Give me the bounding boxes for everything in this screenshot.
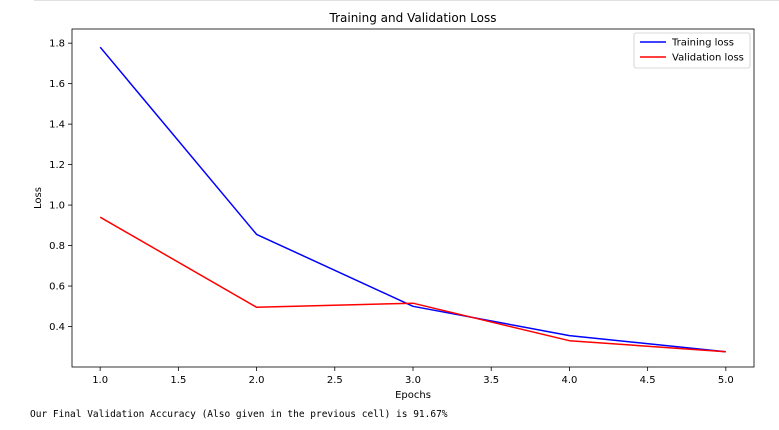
legend: Training loss Validation loss — [633, 32, 751, 69]
y-tick-label: 1.2 — [49, 160, 65, 171]
y-tick-label: 1.8 — [49, 39, 65, 50]
x-tick-label: 1.5 — [170, 375, 186, 386]
x-tick-label: 4.5 — [640, 375, 656, 386]
y-axis: 0.4 0.6 0.8 1.0 1.2 1.4 1.6 1.8 — [49, 39, 72, 333]
x-tick-label: 1.0 — [92, 375, 108, 386]
x-tick-label: 3.0 — [405, 375, 421, 386]
x-tick-label: 2.0 — [249, 375, 265, 386]
output-accuracy-text: Our Final Validation Accuracy (Also give… — [30, 409, 448, 420]
x-tick-label: 2.5 — [327, 375, 343, 386]
x-tick-label: 4.0 — [561, 375, 577, 386]
x-tick-label: 5.0 — [718, 375, 734, 386]
cell-divider — [34, 0, 779, 1]
training-loss-line — [99, 46, 726, 353]
x-axis-label: Epochs — [395, 390, 431, 401]
x-axis: 1.0 1.5 2.0 2.5 3.0 3.5 4.0 4.5 5.0 — [92, 367, 734, 386]
legend-label-validation: Validation loss — [672, 53, 744, 64]
y-axis-label: Loss — [33, 187, 44, 209]
chart-title: Training and Validation Loss — [329, 11, 497, 25]
y-tick-label: 1.4 — [49, 120, 65, 131]
legend-label-training: Training loss — [671, 38, 734, 49]
series-group — [99, 46, 726, 353]
validation-loss-line — [99, 216, 726, 353]
y-tick-label: 0.8 — [49, 241, 65, 252]
y-tick-label: 1.0 — [49, 201, 65, 212]
loss-chart: Training and Validation Loss 1.0 1.5 2.0 2.… — [33, 11, 755, 401]
x-tick-label: 3.5 — [483, 375, 499, 386]
y-tick-label: 0.6 — [49, 282, 65, 293]
plot-area — [71, 28, 755, 368]
y-tick-label: 0.4 — [49, 322, 65, 333]
y-tick-label: 1.6 — [49, 79, 65, 90]
